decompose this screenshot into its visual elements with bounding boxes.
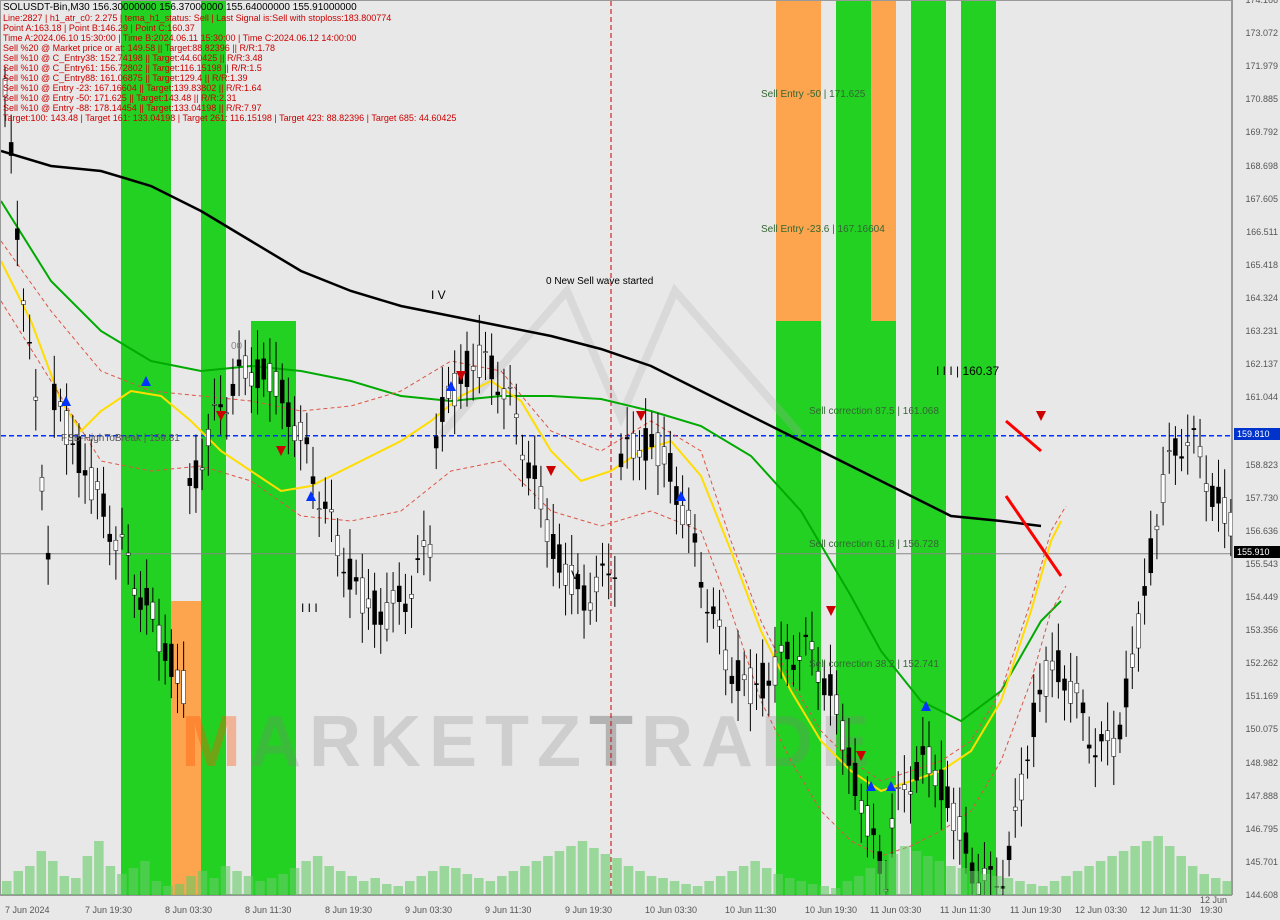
- y-tick: 157.730: [1245, 493, 1278, 503]
- x-axis: 7 Jun 2024 7 Jun 19:30 8 Jun 03:30 8 Jun 11…: [0, 895, 1232, 920]
- info-line-6: Sell %10 @ C_Entry88: 161.06875 || Targe…: [3, 73, 247, 83]
- price-marker: 159.810: [1234, 428, 1280, 440]
- y-tick: 170.885: [1245, 94, 1278, 104]
- y-tick: 174.166: [1245, 0, 1278, 5]
- y-tick: 164.324: [1245, 293, 1278, 303]
- chart-annotation-6: FSB-HighToBreak | 159.81: [61, 433, 180, 444]
- x-tick: 7 Jun 19:30: [85, 905, 132, 915]
- x-tick: 9 Jun 19:30: [565, 905, 612, 915]
- info-line-1: Point A:163.18 | Point B:146.29 | Point …: [3, 23, 195, 33]
- y-tick: 154.449: [1245, 592, 1278, 602]
- chart-title: SOLUSDT-Bin,M30 156.30000000 156.3700000…: [3, 2, 357, 13]
- y-tick: 167.605: [1245, 194, 1278, 204]
- chart-annotation-11: 00: [231, 341, 242, 352]
- price-marker: 155.910: [1234, 546, 1280, 558]
- chart-annotation-3: Sell correction 87.5 | 161.068: [809, 406, 939, 417]
- y-tick: 166.511: [1246, 227, 1278, 237]
- y-tick: 144.608: [1245, 890, 1278, 900]
- x-tick: 10 Jun 19:30: [805, 905, 857, 915]
- y-tick: 171.979: [1245, 61, 1278, 71]
- y-tick: 150.075: [1245, 724, 1278, 734]
- y-tick: 152.262: [1245, 658, 1278, 668]
- y-tick: 169.792: [1245, 127, 1278, 137]
- chart-annotation-5: Sell correction 38.2 | 152.741: [809, 659, 939, 670]
- y-tick: 161.044: [1245, 392, 1278, 402]
- chart-svg-overlay: [1, 1, 1233, 896]
- x-tick: 11 Jun 19:30: [1010, 905, 1061, 915]
- info-line-5: Sell %10 @ C_Entry61: 156.72802 || Targe…: [3, 63, 262, 73]
- chart-annotation-7: I I I | 160.37: [936, 364, 999, 378]
- x-tick: 12 Jun 03:30: [1075, 905, 1127, 915]
- x-tick: 10 Jun 03:30: [645, 905, 697, 915]
- info-line-4: Sell %10 @ C_Entry38: 152.74198 || Targe…: [3, 53, 262, 63]
- x-tick: 9 Jun 03:30: [405, 905, 452, 915]
- x-tick: 8 Jun 11:30: [245, 905, 291, 915]
- info-line-9: Sell %10 @ Entry -88: 178.14454 || Targe…: [3, 103, 261, 113]
- y-tick: 158.823: [1245, 460, 1278, 470]
- x-tick: 12 Jun 19:30: [1200, 895, 1232, 915]
- info-line-0: Line:2827 | h1_atr_c0: 2.275 | tema_h1_s…: [3, 13, 391, 23]
- info-line-2: Time A:2024.06.10 15:30:00 | Time B:2024…: [3, 33, 356, 43]
- x-tick: 10 Jun 11:30: [725, 905, 776, 915]
- chart-annotation-0: Sell Entry -50 | 171.625: [761, 89, 865, 100]
- chart-annotation-2: 0 New Sell wave started: [546, 276, 653, 287]
- y-tick: 153.356: [1245, 625, 1278, 635]
- trading-chart-container: MARKETZTRADE SOLUSDT-Bin,M30 156.3000000…: [0, 0, 1280, 920]
- chart-annotation-10: V: [571, 568, 579, 582]
- chart-plot-area[interactable]: MARKETZTRADE SOLUSDT-Bin,M30 156.3000000…: [0, 0, 1232, 895]
- info-line-8: Sell %10 @ Entry -50: 171.625 || Target:…: [3, 93, 236, 103]
- y-tick: 151.169: [1245, 691, 1278, 701]
- y-tick: 156.636: [1245, 526, 1278, 536]
- x-tick: 11 Jun 03:30: [870, 905, 921, 915]
- y-tick: 163.231: [1245, 326, 1278, 336]
- chart-annotation-8: I V: [431, 288, 446, 302]
- x-tick: 8 Jun 19:30: [325, 905, 372, 915]
- y-axis: 174.166 173.072 171.979 170.885 169.792 168.6…: [1232, 0, 1280, 895]
- x-tick: 7 Jun 2024: [5, 905, 50, 915]
- y-tick: 146.795: [1245, 824, 1278, 834]
- y-tick: 145.701: [1245, 857, 1278, 867]
- y-tick: 147.888: [1245, 791, 1278, 801]
- chart-annotation-9: I I I: [301, 601, 318, 615]
- info-line-10: Target:100: 143.48 | Target 161: 133.041…: [3, 113, 456, 123]
- y-tick: 168.698: [1245, 161, 1278, 171]
- chart-annotation-4: Sell correction 61.8 | 156.728: [809, 539, 939, 550]
- info-line-3: Sell %20 @ Market price or at: 149.58 ||…: [3, 43, 275, 53]
- chart-annotation-1: Sell Entry -23.6 | 167.16604: [761, 224, 885, 235]
- y-tick: 155.543: [1245, 559, 1278, 569]
- x-tick: 9 Jun 11:30: [485, 905, 531, 915]
- info-line-7: Sell %10 @ Entry -23: 167.16604 || Targe…: [3, 83, 261, 93]
- y-tick: 148.982: [1245, 758, 1278, 768]
- y-tick: 162.137: [1245, 359, 1278, 369]
- y-tick: 173.072: [1245, 28, 1278, 38]
- y-tick: 165.418: [1245, 260, 1278, 270]
- x-tick: 12 Jun 11:30: [1140, 905, 1191, 915]
- x-tick: 8 Jun 03:30: [165, 905, 212, 915]
- x-tick: 11 Jun 11:30: [940, 905, 991, 915]
